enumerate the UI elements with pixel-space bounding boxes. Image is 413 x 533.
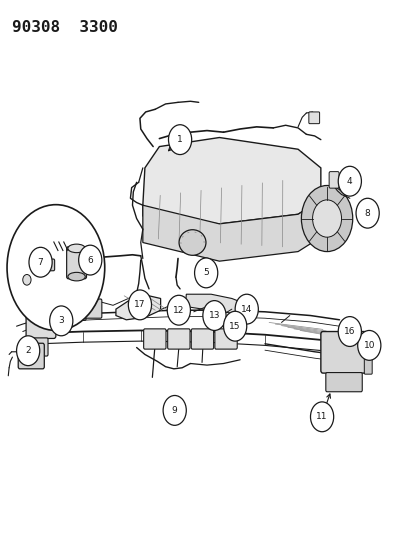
Polygon shape: [116, 296, 160, 320]
Text: 1: 1: [177, 135, 183, 144]
Text: 6: 6: [87, 256, 93, 264]
Circle shape: [355, 198, 378, 228]
Text: 3: 3: [58, 317, 64, 325]
Circle shape: [310, 402, 333, 432]
Polygon shape: [185, 294, 248, 316]
Text: 14: 14: [240, 305, 252, 313]
Circle shape: [167, 295, 190, 325]
Text: 90308  3300: 90308 3300: [12, 20, 118, 35]
Circle shape: [23, 274, 31, 285]
Circle shape: [337, 317, 361, 346]
FancyBboxPatch shape: [363, 357, 371, 374]
FancyBboxPatch shape: [191, 329, 213, 349]
Polygon shape: [142, 138, 320, 224]
Circle shape: [7, 205, 104, 330]
Circle shape: [357, 330, 380, 360]
Text: 16: 16: [343, 327, 355, 336]
Text: 2: 2: [25, 346, 31, 355]
Text: 17: 17: [134, 301, 145, 309]
FancyBboxPatch shape: [308, 112, 319, 124]
FancyBboxPatch shape: [328, 172, 338, 188]
FancyBboxPatch shape: [40, 259, 55, 271]
FancyBboxPatch shape: [143, 329, 166, 349]
FancyBboxPatch shape: [26, 305, 56, 338]
Text: 10: 10: [363, 341, 374, 350]
FancyBboxPatch shape: [85, 299, 102, 318]
Ellipse shape: [179, 230, 206, 255]
FancyBboxPatch shape: [18, 343, 44, 369]
Circle shape: [168, 125, 191, 155]
Text: 5: 5: [203, 269, 209, 277]
Polygon shape: [142, 200, 320, 261]
Circle shape: [29, 247, 52, 277]
Circle shape: [128, 290, 151, 320]
Circle shape: [50, 306, 73, 336]
FancyBboxPatch shape: [67, 298, 86, 320]
Text: 13: 13: [208, 311, 220, 320]
FancyBboxPatch shape: [46, 299, 67, 322]
Circle shape: [202, 301, 225, 330]
FancyBboxPatch shape: [26, 338, 48, 356]
Text: 11: 11: [316, 413, 327, 421]
Text: 9: 9: [171, 406, 177, 415]
Circle shape: [223, 311, 246, 341]
FancyBboxPatch shape: [214, 329, 237, 349]
Text: 8: 8: [364, 209, 370, 217]
FancyBboxPatch shape: [320, 332, 366, 373]
Text: 15: 15: [229, 322, 240, 330]
Text: 4: 4: [346, 177, 352, 185]
Circle shape: [312, 200, 341, 237]
Circle shape: [337, 166, 361, 196]
Circle shape: [17, 336, 40, 366]
Ellipse shape: [68, 244, 85, 253]
FancyBboxPatch shape: [363, 336, 371, 354]
FancyBboxPatch shape: [66, 247, 86, 279]
Circle shape: [301, 185, 352, 252]
Circle shape: [78, 245, 102, 275]
FancyBboxPatch shape: [167, 329, 190, 349]
Text: 12: 12: [173, 306, 184, 314]
Circle shape: [235, 294, 258, 324]
Circle shape: [163, 395, 186, 425]
Text: 7: 7: [38, 258, 43, 266]
Ellipse shape: [68, 272, 85, 281]
Circle shape: [194, 258, 217, 288]
FancyBboxPatch shape: [325, 373, 361, 392]
